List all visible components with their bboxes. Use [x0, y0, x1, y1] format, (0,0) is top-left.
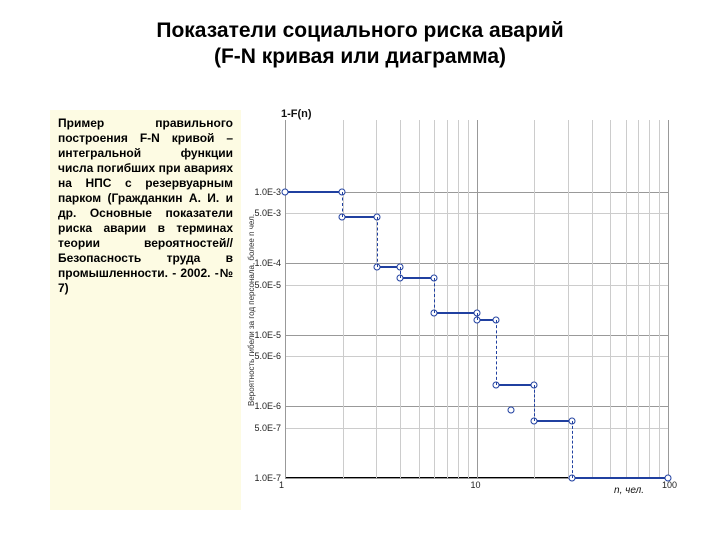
chart-plot-area: 1-F(n) n, чел. 1.0E-35.0E-31.0E-45.0E-51…	[285, 120, 668, 478]
y-tick-label: 1.0E-6	[254, 401, 281, 411]
x-unit-label: n, чел.	[614, 485, 644, 496]
series-drop	[400, 267, 402, 278]
gridline-v-minor	[419, 120, 420, 478]
series-step	[342, 216, 376, 218]
series-step	[434, 312, 476, 314]
stray-marker	[507, 406, 514, 413]
gridline-v-major	[477, 120, 478, 478]
x-tick-label: 10	[471, 480, 481, 490]
title-line-2: (F-N кривая или диаграмма)	[214, 45, 506, 68]
gridline-v-minor	[659, 120, 660, 478]
series-drop	[572, 421, 574, 478]
gridline-v-minor	[447, 120, 448, 478]
gridline-v-minor	[400, 120, 401, 478]
gridline-v-minor	[376, 120, 377, 478]
y-tick-label: 5.0E-7	[254, 423, 281, 433]
y-tick-label: 5.0E-3	[254, 208, 281, 218]
series-drop	[342, 192, 344, 217]
gridline-v-minor	[592, 120, 593, 478]
slide-title: Показатели социального риска аварий (F-N…	[0, 18, 720, 71]
y-tick-label: 1.0E-4	[254, 258, 281, 268]
y-tick-label: 1.0E-3	[254, 187, 281, 197]
gridline-v-minor	[610, 120, 611, 478]
gridline-v-major	[285, 120, 286, 478]
x-tick-label: 100	[662, 480, 677, 490]
y-tick-label: 1.0E-5	[254, 330, 281, 340]
series-drop	[534, 385, 536, 421]
y-tick-label: 5.0E-6	[254, 351, 281, 361]
series-drop	[496, 320, 498, 384]
series-marker	[282, 188, 289, 195]
series-drop	[477, 313, 479, 320]
y-tick-label: 1.0E-7	[254, 473, 281, 483]
y-axis-title: Вероятность гибели за год персонала, бол…	[247, 110, 261, 510]
series-marker	[665, 475, 672, 482]
caption-box: Пример правильного построения F-N кривой…	[50, 110, 241, 510]
series-step	[285, 191, 342, 193]
gridline-v-minor	[568, 120, 569, 478]
title-line-1: Показатели социального риска аварий	[156, 19, 563, 42]
series-step	[496, 384, 534, 386]
series-drop	[377, 217, 379, 267]
gridline-v-minor	[649, 120, 650, 478]
gridline-v-minor	[534, 120, 535, 478]
series-step	[534, 420, 572, 422]
slide-body: Пример правильного построения F-N кривой…	[50, 110, 670, 510]
y-tick-label: 5.0E-5	[254, 280, 281, 290]
series-step	[400, 277, 434, 279]
series-drop	[434, 278, 436, 314]
y-top-label: 1-F(n)	[281, 108, 312, 120]
x-tick-label: 1	[279, 480, 284, 490]
gridline-v-minor	[638, 120, 639, 478]
gridline-v-minor	[343, 120, 344, 478]
gridline-v-minor	[458, 120, 459, 478]
gridline-v-major	[668, 120, 669, 478]
chart: Вероятность гибели за год персонала, бол…	[253, 110, 670, 510]
caption-text: Пример правильного построения F-N кривой…	[58, 116, 233, 295]
gridline-v-minor	[626, 120, 627, 478]
series-step	[572, 477, 668, 479]
gridline-v-minor	[468, 120, 469, 478]
